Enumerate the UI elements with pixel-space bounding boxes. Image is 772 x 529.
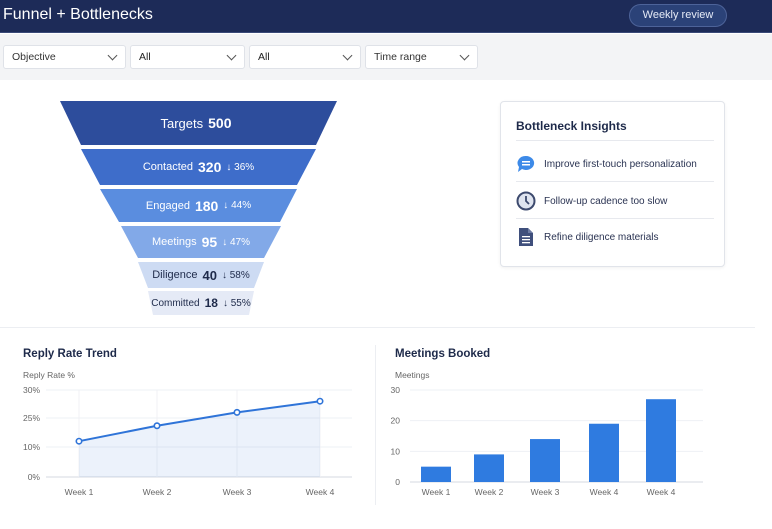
stage-drop: ↓ 58% xyxy=(221,269,250,281)
stage-count: 40 xyxy=(202,267,217,283)
objective-filter[interactable]: Objective xyxy=(3,45,126,69)
y-tick-label: 30% xyxy=(23,385,40,395)
stage-count: 95 xyxy=(201,234,218,250)
data-point xyxy=(316,397,324,405)
stage-drop: ↓ 36% xyxy=(226,161,255,173)
meetings-booked-title: Meetings Booked xyxy=(395,348,491,360)
x-tick-label: Week 4 xyxy=(306,487,335,497)
x-tick-label: Week 2 xyxy=(475,487,504,497)
stage-label: Diligence xyxy=(152,269,198,281)
funnel-stage: Engaged 180 ↓ 44% xyxy=(100,189,297,222)
stage-label: Engaged xyxy=(145,199,190,212)
bar xyxy=(474,454,504,482)
chevron-down-icon xyxy=(226,50,237,61)
stage-label: Meetings xyxy=(151,236,197,248)
bar xyxy=(589,423,619,482)
insight-text: Follow-up cadence too slow xyxy=(544,195,668,207)
section-divider xyxy=(0,327,755,328)
insight-item[interactable]: Refine diligence materials xyxy=(516,227,659,247)
x-tick-label: Week 1 xyxy=(65,487,94,497)
stage-count: 320 xyxy=(198,159,222,175)
stage-drop: ↓ 55% xyxy=(222,297,251,309)
funnel-stage: Meetings 95 ↓ 47% xyxy=(121,226,281,258)
y-tick-label: 10 xyxy=(391,446,401,456)
filter-all-2[interactable]: All xyxy=(249,45,361,69)
stage-count: 180 xyxy=(194,197,219,214)
stage-drop: ↓ 47% xyxy=(222,236,250,248)
y-tick-label: 0% xyxy=(28,472,41,482)
time-range-filter-value: Time range xyxy=(374,51,427,63)
bar xyxy=(421,466,451,482)
y-tick-label: 10% xyxy=(23,442,40,452)
divider xyxy=(516,140,714,141)
y-tick-label: 20 xyxy=(391,416,401,426)
insight-item[interactable]: Improve first-touch personalization xyxy=(516,154,697,174)
x-tick-label: Week 4 xyxy=(647,487,676,497)
chevron-down-icon xyxy=(107,50,118,61)
meetings-bar-chart: 0 10 20 30 Week 1 Week 2 Week 3 Week 4 Week 4 xyxy=(391,385,703,497)
stage-label: Committed xyxy=(151,297,200,309)
bar xyxy=(646,399,676,482)
meetings-ylabel: Meetings xyxy=(395,370,430,380)
reply-rate-line-chart: 0% 10% 25% 30% Week 1 Week 2 Week 3 Week 4 xyxy=(23,385,352,497)
chart-divider xyxy=(375,345,376,505)
y-tick-label: 0 xyxy=(395,477,400,487)
y-tick-label: 25% xyxy=(23,413,40,423)
funnel-stage: Committed 18 ↓ 55% xyxy=(148,291,254,315)
chevron-down-icon xyxy=(459,50,470,61)
document-icon xyxy=(519,228,533,246)
stage-label: Targets xyxy=(160,115,204,131)
insights-title: Bottleneck Insights xyxy=(516,119,627,133)
bar xyxy=(530,439,560,482)
funnel-stage: Contacted 320 ↓ 36% xyxy=(81,149,316,185)
stage-count: 500 xyxy=(208,115,232,131)
chevron-down-icon xyxy=(342,50,353,61)
insight-text: Improve first-touch personalization xyxy=(544,158,697,170)
time-range-filter[interactable]: Time range xyxy=(365,45,478,69)
data-point xyxy=(233,408,241,416)
stage-count: 18 xyxy=(204,296,218,310)
data-point xyxy=(153,422,161,430)
x-tick-label: Week 2 xyxy=(143,487,172,497)
filter-all-2-value: All xyxy=(258,51,270,63)
funnel-stage: Targets 500 xyxy=(60,101,337,145)
funnel-stage: Diligence 40 ↓ 58% xyxy=(138,262,264,288)
insight-text: Refine diligence materials xyxy=(544,231,659,243)
x-tick-label: Week 4 xyxy=(590,487,619,497)
line-area xyxy=(79,401,320,477)
page-title: Funnel + Bottlenecks xyxy=(3,6,153,23)
stage-drop: ↓ 44% xyxy=(223,200,252,211)
bottleneck-insights-panel: Bottleneck Insights Improve first-touch … xyxy=(500,101,725,267)
filter-all-1[interactable]: All xyxy=(130,45,245,69)
y-tick-label: 30 xyxy=(391,385,401,395)
app-header: Funnel + Bottlenecks Weekly review xyxy=(0,0,772,33)
x-tick-label: Week 3 xyxy=(531,487,560,497)
clock-icon xyxy=(516,191,536,211)
x-tick-label: Week 3 xyxy=(223,487,252,497)
series-line xyxy=(78,400,321,443)
insight-item[interactable]: Follow-up cadence too slow xyxy=(516,191,667,211)
x-tick-label: Week 1 xyxy=(422,487,451,497)
reply-rate-title: Reply Rate Trend xyxy=(23,348,117,360)
filter-bar: Objective All All Time range xyxy=(0,34,772,80)
chat-bubble-icon xyxy=(517,155,535,172)
stage-label: Contacted xyxy=(142,161,193,173)
filter-all-1-value: All xyxy=(139,51,151,63)
divider xyxy=(516,181,714,182)
objective-filter-value: Objective xyxy=(12,51,56,63)
divider xyxy=(516,218,714,219)
data-point xyxy=(75,437,83,445)
weekly-review-button[interactable]: Weekly review xyxy=(629,4,727,27)
reply-rate-ylabel: Reply Rate % xyxy=(23,370,75,380)
